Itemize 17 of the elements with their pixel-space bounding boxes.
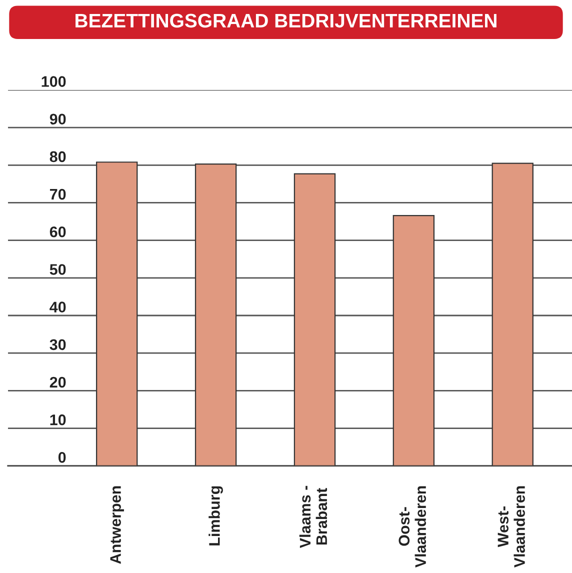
y-tick-label: 60 [50, 226, 66, 238]
y-tick-label: 70 [50, 188, 66, 200]
y-tick-label: 20 [50, 376, 66, 388]
y-tick-label: 100 [42, 76, 66, 87]
chart-title: BEZETTINGSGRAAD BEDRIJVENTERREINEN [76, 14, 496, 28]
y-tick-label: 0 [58, 452, 66, 463]
y-tick-label: 40 [50, 302, 66, 312]
y-tick-label: 90 [50, 114, 66, 125]
y-tick-label: 10 [50, 414, 66, 426]
x-tick-label: Vlaams - Brabant [299, 486, 328, 548]
y-tick-label: 50 [50, 264, 66, 275]
x-tick-label: West- Vlaanderen [498, 486, 525, 568]
y-tick-label: 80 [50, 151, 66, 162]
x-tick-label: Limburg [208, 486, 223, 546]
x-tick-label: Antwerpen [110, 486, 124, 564]
y-tick-label: 30 [50, 339, 66, 350]
x-tick-label: Oost- Vlaanderen [398, 486, 426, 568]
